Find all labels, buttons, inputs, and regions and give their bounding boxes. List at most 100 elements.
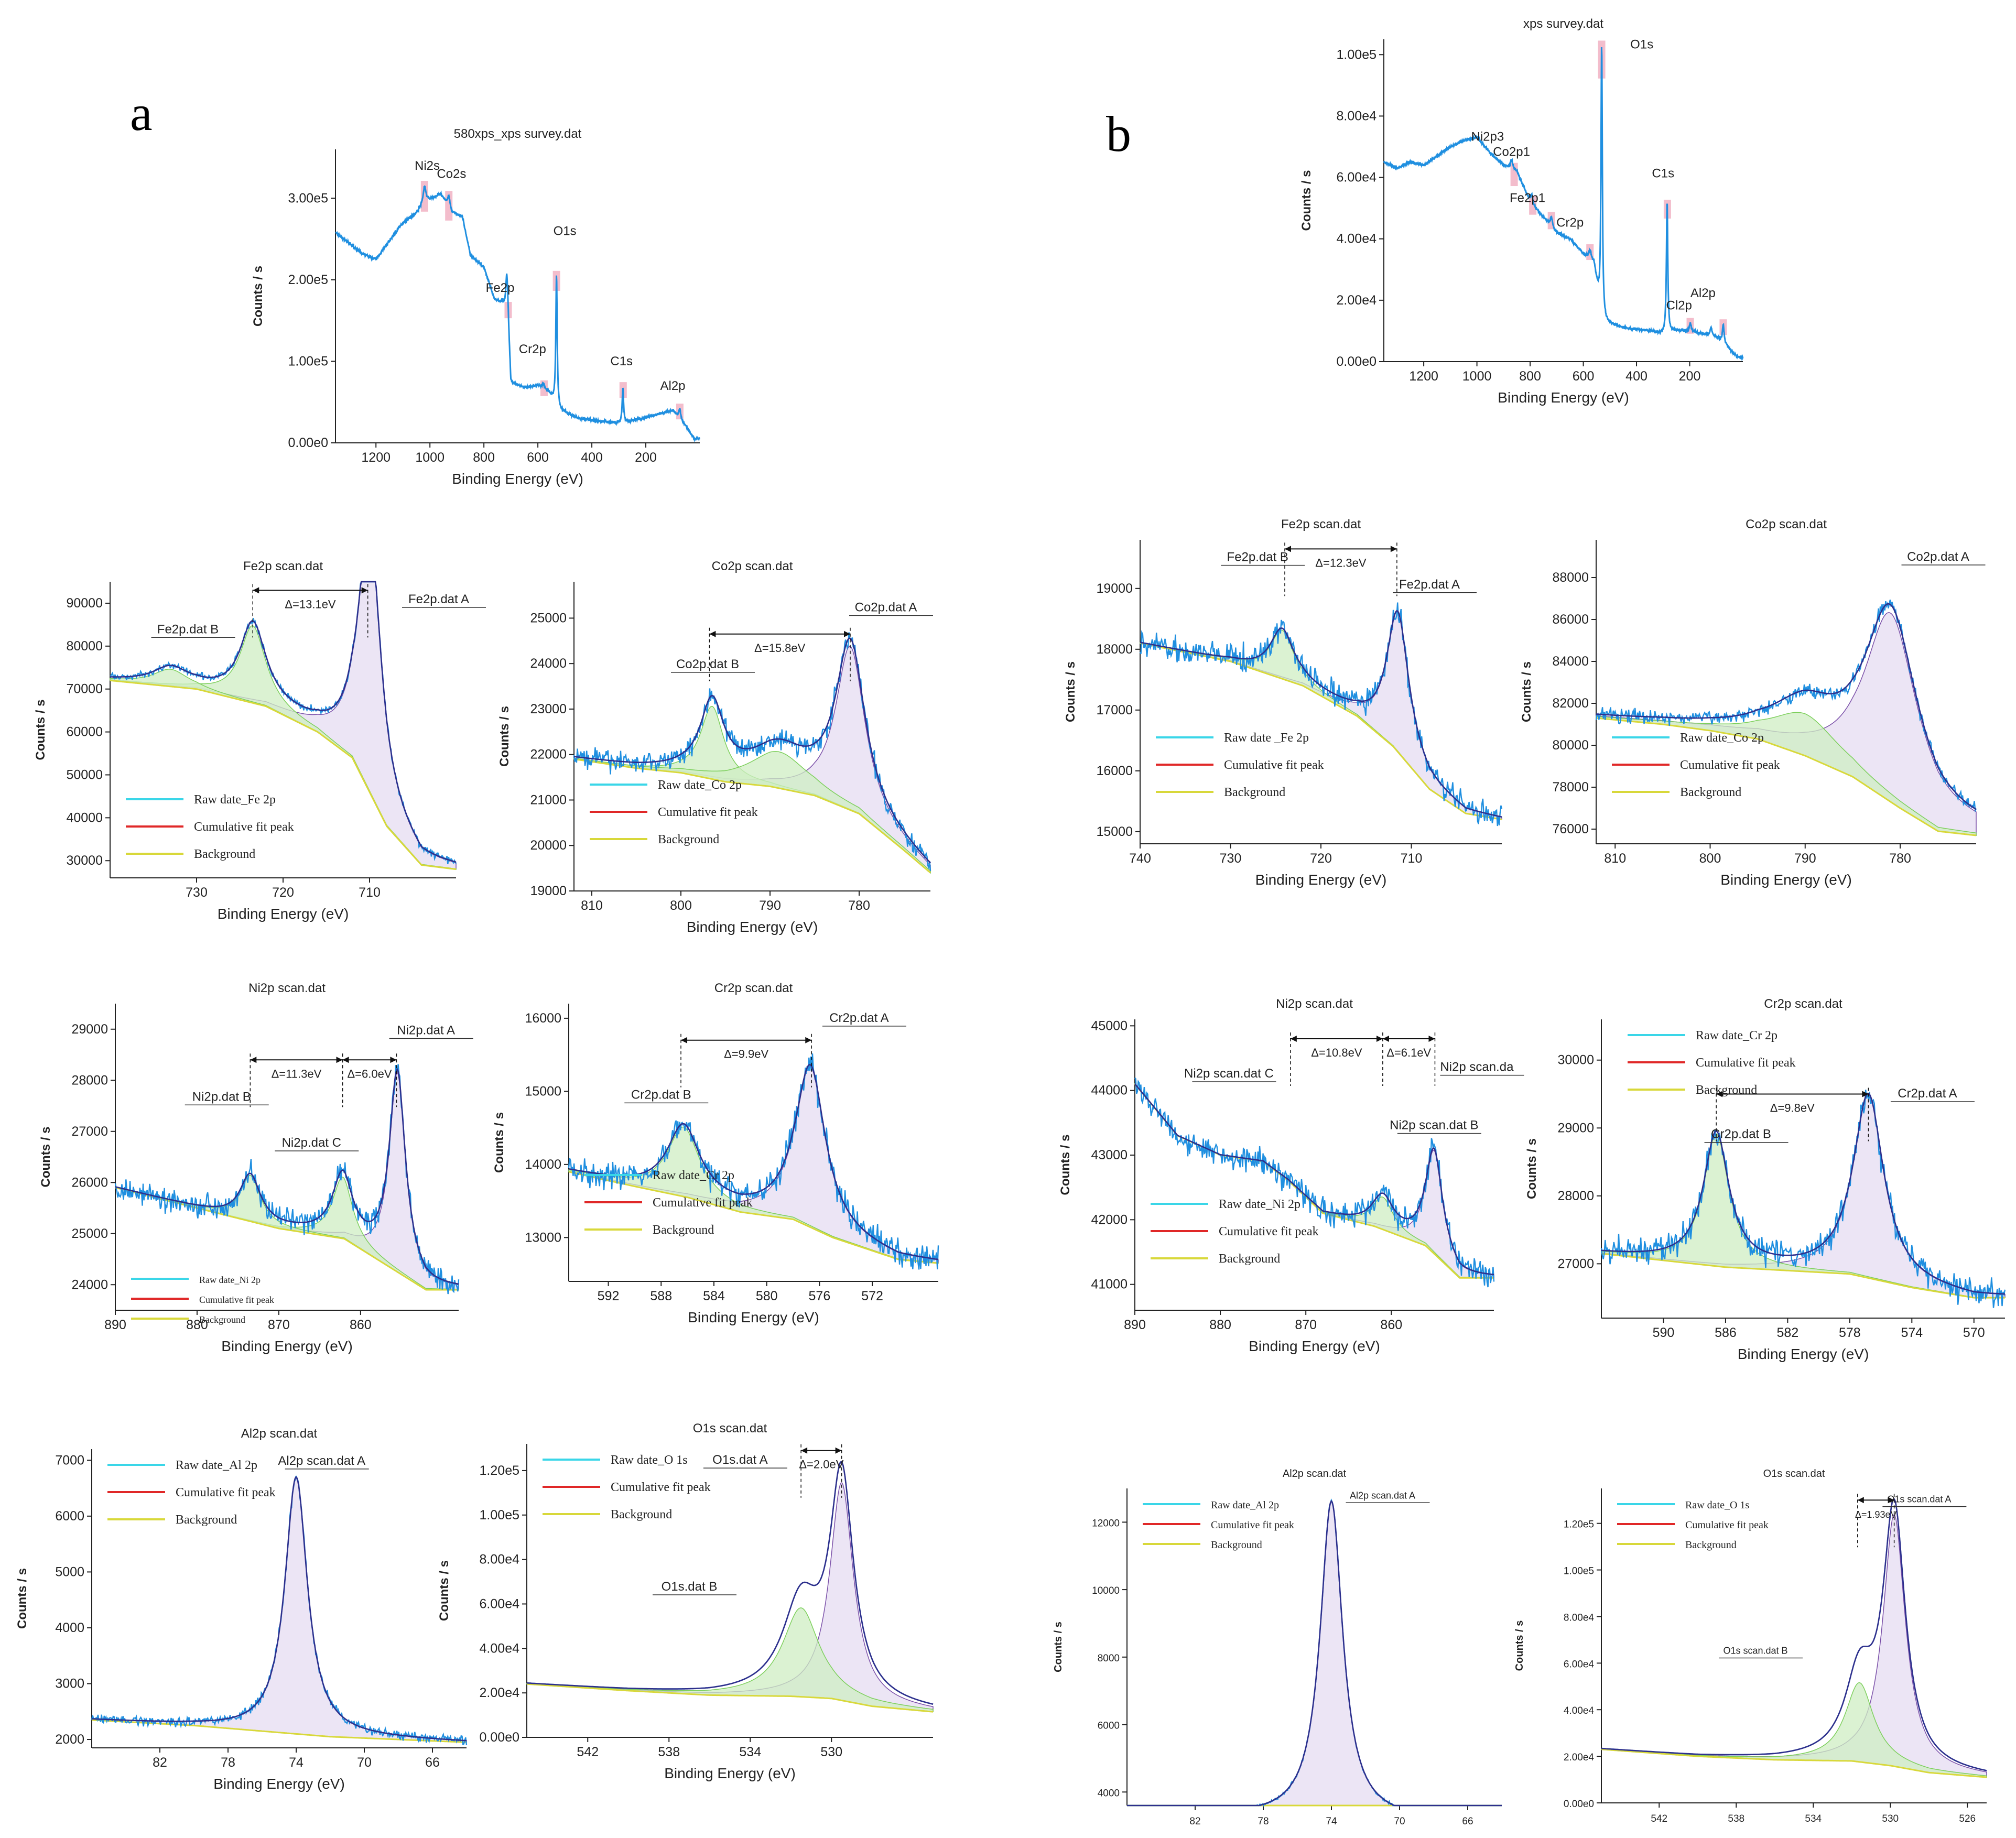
y-tick-label: 8.00e4 [1564,1612,1595,1623]
x-tick-label: 730 [186,885,208,900]
y-tick-label: 84000 [1552,654,1589,669]
y-tick-label: 30000 [1557,1053,1594,1068]
x-tick-label: 200 [1679,369,1701,384]
delta-label: Δ=13.1eV [285,597,336,611]
peak-area-a [1127,1500,1502,1806]
chart-b-co: Co2p scan.dat 810 800 790 780 76000 78000 80000… [1520,517,1986,888]
raw-data-line [573,632,931,871]
y-axis-label: Counts / s [34,699,48,760]
legend: Raw date_O 1s Cumulative fit peak Backgrou… [543,1453,711,1521]
y-tick-label: 7000 [55,1453,84,1467]
legend-label: Background [1224,786,1285,799]
raw-data-line [1601,1498,1987,1771]
delta-arrowhead [361,587,368,594]
peak-annotation: O1s scan.dat A [1887,1494,1951,1505]
delta-label: Δ=6.1eV [1386,1046,1431,1059]
background-line [1601,1748,1987,1778]
legend-label: Cumulative fit peak [611,1481,711,1494]
y-tick-label: 50000 [66,767,103,782]
legend-label: Background [653,1223,714,1237]
legend: Raw date_O 1s Cumulative fit peak Backgrou… [1617,1499,1769,1551]
peak-annotation: Fe2p.dat A [1399,578,1460,592]
peak-label: Co2s [437,167,466,181]
legend-label: Background [1696,1083,1757,1097]
legend: Raw date_Co 2p Cumulative fit peak Backgro… [590,778,758,846]
chart-title: Fe2p scan.dat [243,559,323,573]
x-axis-label: Binding Energy (eV) [1720,872,1852,888]
chart-a-cr: Cr2p scan.dat 592 588 584 580 576 572 13000 1400… [492,981,939,1325]
legend: Raw date_Ni 2p Cumulative fit peak Backgro… [131,1275,274,1325]
peak-annotation: Ni2p scan.da [1440,1060,1514,1074]
peak-area-a [568,1065,939,1264]
y-tick-label: 1.00e5 [288,354,328,368]
delta-label: Δ=9.9eV [724,1048,768,1061]
y-tick-label: 21000 [530,792,567,807]
chart-title: Cr2p scan.dat [1764,997,1842,1011]
x-tick-label: 74 [1326,1816,1337,1827]
x-tick-label: 582 [1777,1325,1799,1340]
y-tick-label: 6.00e4 [480,1596,520,1611]
x-tick-label: 890 [104,1318,126,1332]
x-tick-label: 66 [1462,1816,1473,1827]
chart-title: Al2p scan.dat [241,1427,318,1441]
background-line [573,758,931,874]
chart-a-survey: 580xps_xps survey.dat 1200 1000 800 600 400 20… [251,127,700,487]
peak-annotation: Fe2p.dat B [157,622,219,636]
chart-title: Co2p scan.dat [712,559,793,573]
x-tick-label: 730 [1220,851,1242,866]
delta-arrowhead [1857,1497,1864,1504]
x-axis-label: Binding Energy (eV) [1249,1338,1380,1354]
delta-arrowhead [801,1447,808,1454]
legend-label: Cumulative fit peak [1219,1225,1319,1238]
x-tick-label: 1000 [1462,369,1492,384]
y-tick-label: 1.00e5 [1564,1566,1594,1577]
delta-arrowhead [1428,1036,1435,1042]
peak-annotation: Cr2p.dat A [1898,1086,1957,1101]
background-line [1601,1253,2005,1299]
y-tick-label: 4.00e4 [480,1641,520,1656]
x-tick-label: 70 [357,1755,372,1770]
delta-arrowhead [1382,1036,1389,1042]
x-tick-label: 400 [1625,369,1648,384]
peak-annotation: Co2p.dat A [1907,550,1969,564]
y-tick-label: 15000 [525,1084,561,1099]
cumulative-fit-line [573,637,931,864]
y-axis-label: Counts / s [39,1126,53,1187]
peak-label: Fe2p [486,281,515,295]
background-line [1140,642,1502,821]
peak-annotation: Ni2p scan.dat C [1184,1067,1274,1081]
y-tick-label: 19000 [1096,581,1133,596]
y-tick-label: 78000 [1552,780,1589,795]
y-tick-label: 15000 [1096,824,1133,839]
y-tick-label: 1.00e5 [1337,47,1376,62]
x-axis-label: Binding Energy (eV) [213,1776,345,1792]
y-tick-label: 27000 [71,1124,108,1139]
peak-annotation: Cr2p.dat B [631,1087,691,1102]
x-tick-label: 800 [1519,369,1541,384]
delta-arrowhead [336,1057,343,1063]
legend-label: Background [176,1513,237,1527]
x-tick-label: 590 [1653,1325,1675,1340]
legend-label: Cumulative fit peak [176,1486,276,1499]
chart-b-cr: Cr2p scan.dat 590 586 582 578 574 570 27000 2800… [1525,997,2006,1362]
y-tick-label: 90000 [66,596,103,611]
x-tick-label: 538 [1728,1813,1744,1824]
legend-label: Background [199,1314,245,1325]
x-tick-label: 710 [1401,851,1423,866]
y-axis-label: Counts / s [15,1568,29,1629]
y-tick-label: 60000 [66,725,103,739]
peak-marker [1529,195,1537,215]
legend: Raw date_Ni 2p Cumulative fit peak Backgro… [1151,1198,1319,1266]
legend-label: Raw date_O 1s [611,1453,688,1467]
peak-label: Cr2p [1556,215,1584,230]
y-tick-label: 16000 [525,1011,561,1026]
peak-label: C1s [610,354,633,368]
y-tick-label: 86000 [1552,612,1589,627]
x-tick-label: 78 [1258,1816,1269,1827]
raw-data-line [1595,600,1977,813]
x-tick-label: 82 [153,1755,167,1770]
y-tick-label: 24000 [530,656,567,671]
legend-label: Raw date _Fe 2p [1224,731,1309,745]
chart-a-fe: Fe2p scan.dat 730 720 710 30000 40000 50000 600… [34,559,486,922]
chart-title: Ni2p scan.dat [1276,997,1353,1011]
